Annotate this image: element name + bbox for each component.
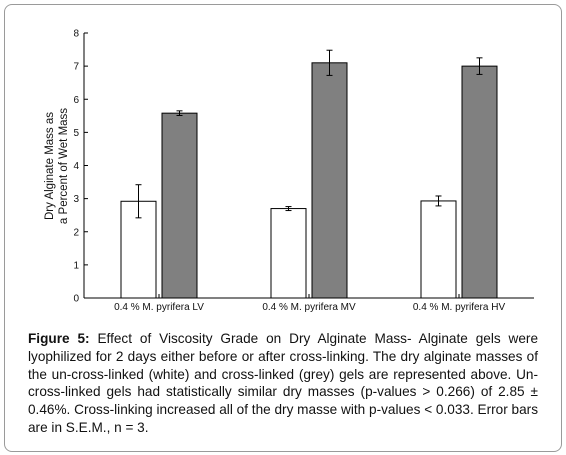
- y-tick-label: 6: [73, 95, 79, 106]
- y-tick-label: 8: [73, 29, 79, 40]
- y-axis-label-line1: Dry Alginate Mass as: [44, 112, 56, 220]
- axes: 0 1 2 3 4 5 6 7 8: [73, 29, 534, 305]
- y-tick-label: 2: [73, 227, 79, 238]
- bar: [270, 208, 307, 299]
- bar: [420, 200, 457, 299]
- bar: [311, 62, 348, 299]
- y-axis-label: Dry Alginate Mass as a Percent of Wet Ma…: [44, 108, 70, 224]
- error-bars: [135, 49, 483, 219]
- x-tick-labels: 0.4 % M. pyrifera LV 0.4 % M. pyrifera MV…: [114, 302, 505, 313]
- y-tick-label: 3: [73, 194, 79, 205]
- figure-caption: Figure 5: Effect of Viscosity Grade on D…: [28, 330, 538, 437]
- bar: [461, 65, 498, 299]
- y-axis-label-line2: a Percent of Wet Mass: [58, 108, 70, 224]
- y-tick-label: 5: [73, 128, 79, 139]
- y-tick-label: 1: [73, 260, 79, 271]
- x-tick-label: 0.4 % M. pyrifera LV: [114, 302, 204, 313]
- y-tick-label: 0: [73, 294, 79, 305]
- y-tick-label: 4: [73, 161, 79, 172]
- bar: [161, 112, 198, 299]
- x-tick-label: 0.4 % M. pyrifera HV: [413, 302, 506, 313]
- bars: [120, 62, 498, 299]
- y-tick-label: 7: [73, 62, 79, 73]
- caption-label: Figure 5:: [28, 331, 90, 346]
- caption-text: Effect of Viscosity Grade on Dry Alginat…: [28, 331, 539, 435]
- x-tick-label: 0.4 % M. pyrifera MV: [262, 302, 356, 313]
- bar-chart: Dry Alginate Mass as a Percent of Wet Ma…: [44, 29, 534, 313]
